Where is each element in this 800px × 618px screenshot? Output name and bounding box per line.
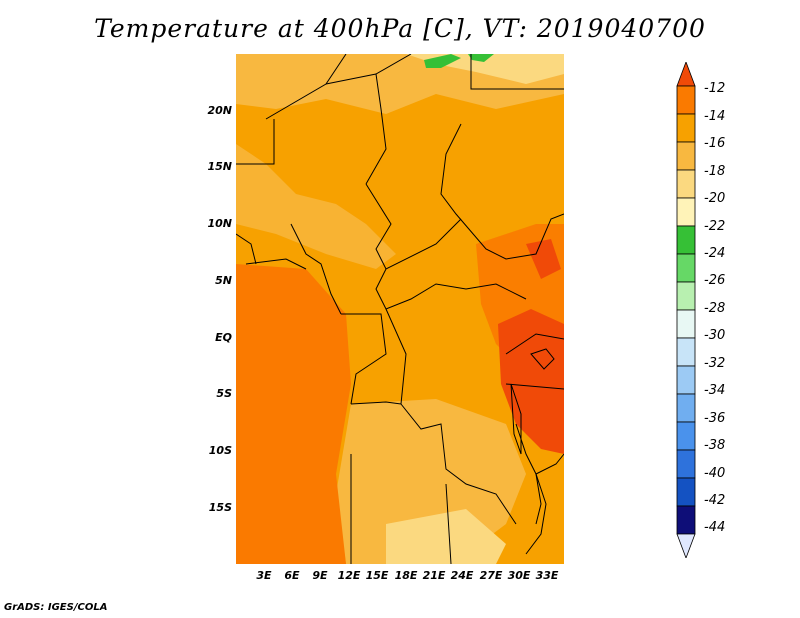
colorbar-label: -34 xyxy=(704,383,726,398)
border-3 xyxy=(365,73,387,185)
lon-label-30e: 30E xyxy=(507,569,531,582)
border-8 xyxy=(375,268,527,310)
lon-label-18e: 18E xyxy=(394,569,418,582)
colorbar-label: -36 xyxy=(704,411,726,426)
colorbar-label: -16 xyxy=(704,136,726,151)
colorbar-label: -26 xyxy=(704,273,726,288)
colorbar-swatch xyxy=(676,253,696,283)
field-lighter-west xyxy=(236,144,396,269)
field-green-2 xyxy=(468,54,494,62)
field-warm-west xyxy=(236,264,351,564)
lon-label-6e: 6E xyxy=(284,569,300,582)
border-10 xyxy=(341,313,387,405)
lake-tanganyika xyxy=(510,383,522,455)
colorbar-swatch xyxy=(676,393,696,423)
colorbar-label: -40 xyxy=(704,466,726,481)
border-4 xyxy=(236,119,275,165)
border-19 xyxy=(245,258,307,270)
colorbar-swatch xyxy=(676,421,696,451)
colorbar-swatch xyxy=(676,309,696,339)
map-title: Temperature at 400hPa [C], VT: 201904070… xyxy=(94,14,706,43)
lat-label-15n: 15N xyxy=(207,160,232,173)
lat-label-5n: 5N xyxy=(215,274,232,287)
lake-victoria xyxy=(530,348,555,370)
colorbar-label: -28 xyxy=(704,301,726,316)
colorbar-swatch xyxy=(676,141,696,171)
border-6 xyxy=(440,123,564,260)
border-20 xyxy=(236,233,257,265)
colorbar-label: -30 xyxy=(704,328,726,343)
colorbar-swatch xyxy=(676,337,696,367)
colorbar-swatch xyxy=(676,477,696,507)
colorbar-bottom-triangle xyxy=(676,533,696,558)
colorbar-swatch xyxy=(676,505,696,535)
lon-label-21e: 21E xyxy=(422,569,446,582)
lat-label-15s: 15S xyxy=(208,501,232,514)
border-5 xyxy=(470,54,564,90)
colorbar-swatch xyxy=(676,449,696,479)
field-green-1 xyxy=(424,54,461,68)
credit-text: GrADS: IGES/COLA xyxy=(4,602,108,613)
border-15 xyxy=(505,333,564,355)
border-9 xyxy=(290,223,342,315)
colorbar-label: -32 xyxy=(704,356,726,371)
colorbar-label: -20 xyxy=(704,191,726,206)
lon-label-33e: 33E xyxy=(535,569,559,582)
field-hot-east xyxy=(498,309,564,454)
colorbar-label: -38 xyxy=(704,438,726,453)
colorbar-top-triangle xyxy=(676,62,696,87)
colorbar xyxy=(676,62,696,558)
colorbar-swatch xyxy=(676,85,696,115)
colorbar-swatch xyxy=(676,365,696,395)
colorbar-label: -18 xyxy=(704,164,726,179)
colorbar-label: -12 xyxy=(704,81,726,96)
lat-label-10n: 10N xyxy=(207,217,232,230)
border-12 xyxy=(350,401,402,405)
lon-label-3e: 3E xyxy=(256,569,272,582)
field-pale-south xyxy=(386,509,506,564)
border-11 xyxy=(385,308,517,525)
lon-label-12e: 12E xyxy=(337,569,361,582)
colorbar-label: -42 xyxy=(704,493,726,508)
lon-label-9e: 9E xyxy=(312,569,328,582)
colorbar-label: -44 xyxy=(704,520,726,535)
lat-label-5s: 5S xyxy=(216,387,232,400)
colorbar-swatch xyxy=(676,225,696,255)
lat-label-10s: 10S xyxy=(208,444,232,457)
border-18 xyxy=(535,453,564,475)
border-16 xyxy=(505,383,564,390)
country-borders xyxy=(236,54,564,564)
lake-malawi xyxy=(535,473,542,525)
colorbar-swatch xyxy=(676,281,696,311)
colorbar-label: -24 xyxy=(704,246,726,261)
lon-label-24e: 24E xyxy=(450,569,474,582)
border-14 xyxy=(445,483,452,564)
colorbar-label: -14 xyxy=(704,109,726,124)
colorbar-swatch xyxy=(676,113,696,143)
temperature-map xyxy=(236,54,564,564)
field-hot-northeast xyxy=(526,239,561,279)
lon-label-27e: 27E xyxy=(479,569,503,582)
colorbar-swatch xyxy=(676,197,696,227)
colorbar-swatch xyxy=(676,169,696,199)
lon-label-15e: 15E xyxy=(365,569,389,582)
border-17 xyxy=(515,423,547,555)
lat-label-eq: EQ xyxy=(215,331,232,344)
colorbar-label: -22 xyxy=(704,219,726,234)
lat-label-20n: 20N xyxy=(207,104,232,117)
